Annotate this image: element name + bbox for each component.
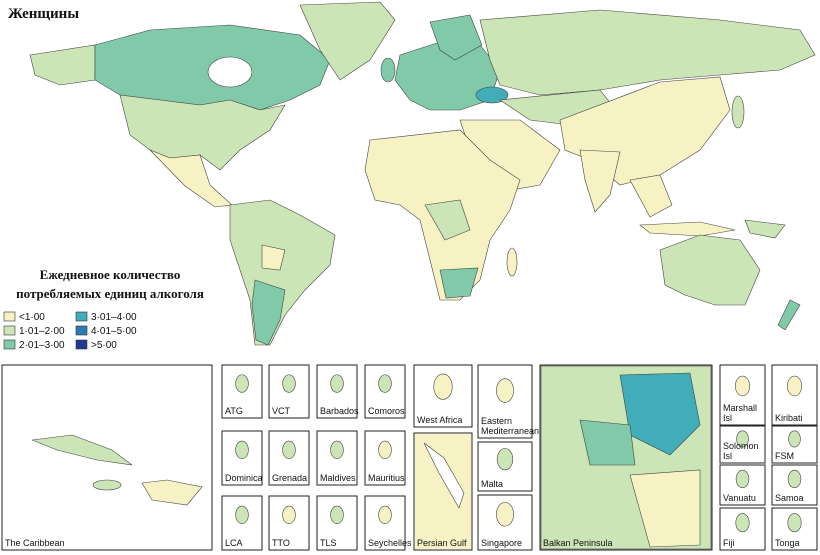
inset-label: TTO [272,538,290,548]
inset-label: Eastern Mediterranean [481,416,539,436]
inset-label: Persian Gulf [417,538,467,548]
india [579,149,621,213]
inset-label: FSM [775,451,794,461]
inset-land [282,440,296,460]
inset-label: Grenada [272,473,307,483]
inset-label: Solomon Isl [723,441,759,461]
inset-land [92,479,122,491]
new-zealand [777,299,801,331]
inset-land [378,505,392,525]
inset-land [235,505,249,525]
southeast-asia [629,174,673,218]
australia [659,234,761,306]
scandinavia [429,14,483,61]
legend-title: потребляемых единиц алкоголя [16,286,204,301]
inset-land [282,505,296,525]
inset-label: Singapore [481,538,522,548]
legend-label: >5·00 [91,340,117,351]
argentina [251,279,286,346]
inset-land [579,419,636,466]
inset-label: Dominica [225,473,263,483]
inset-label: Balkan Peninsula [543,538,613,548]
legend-label: 3·01–4·00 [91,312,137,323]
bolivia [261,244,286,271]
inset-land [378,440,392,460]
inset-land [735,513,750,533]
inset-label: West Africa [417,415,462,425]
inset-land [736,430,749,448]
inset-label: Comoros [368,406,405,416]
madagascar [506,247,518,277]
inset-label: Tonga [775,538,800,548]
inset-land [378,374,392,393]
inset-box [719,364,766,426]
inset-land [496,378,514,403]
inset-label: Malta [481,479,503,489]
inset-label: TLS [320,538,337,548]
russia [479,9,816,96]
inset-land [235,440,249,460]
inset-label: The Caribbean [5,538,65,548]
inset-land [786,375,802,397]
inset-land [235,374,249,393]
inset-land [141,479,203,506]
world-map [29,1,816,346]
map-title: Женщины [8,6,79,22]
legend-swatch [3,311,16,322]
inset-land [330,374,344,393]
inset-label: Samoa [775,493,804,503]
inset-label: VCT [272,406,291,416]
inset-land [282,374,296,393]
mexico [149,149,233,208]
inset-label: Marshall Isl [723,403,757,423]
inset-land [734,375,750,397]
japan [731,95,745,129]
indonesia [639,221,736,237]
legend-title: Ежедневное количество [40,267,181,282]
alaska [29,44,96,86]
inset-land [787,469,802,489]
south-america [229,199,336,346]
inset-land [330,505,344,525]
legend-label: 4·01–5·00 [91,326,137,337]
inset-land [787,513,802,533]
inset-land [433,373,453,400]
inset-land [788,430,801,448]
insets: The Caribbean ATG VCT Barbados Comoros Domini… [1,364,818,551]
uk [380,57,396,83]
legend-label: 1·01–2·00 [19,326,65,337]
inset-box [268,495,310,551]
south-africa [439,267,479,299]
inset-label: LCA [225,538,243,548]
inset-water [423,442,465,509]
inset-label: ATG [225,406,243,416]
inset-land [31,434,133,466]
legend-swatch [3,325,16,336]
hudson-bay [207,56,253,88]
inset-label: Mauritius [368,473,405,483]
papua [744,219,786,239]
ukraine [475,86,509,104]
legend-swatch [75,311,88,322]
legend-swatch [75,325,88,336]
legend: <1·00 1·01–2·00 2·01–3·00 3·01–4·00 4·01–5·0… [3,311,137,351]
inset-label: Kiribati [775,413,803,423]
inset-label: Vanuatu [723,493,756,503]
legend-label: 2·01–3·00 [19,340,65,351]
legend-swatch [75,339,88,350]
inset-land [330,440,344,460]
legend-label: <1·00 [19,312,45,323]
inset-label: Maldives [320,473,356,483]
inset-land [496,502,514,527]
greenland [299,1,396,81]
inset-land [496,448,514,471]
inset-label: Seychelles [368,538,412,548]
legend-swatch [3,339,16,350]
central-africa [424,199,471,241]
inset-label: Barbados [320,406,359,416]
inset-land [735,469,750,489]
inset-land [629,469,701,548]
inset-label: Fiji [723,538,735,548]
